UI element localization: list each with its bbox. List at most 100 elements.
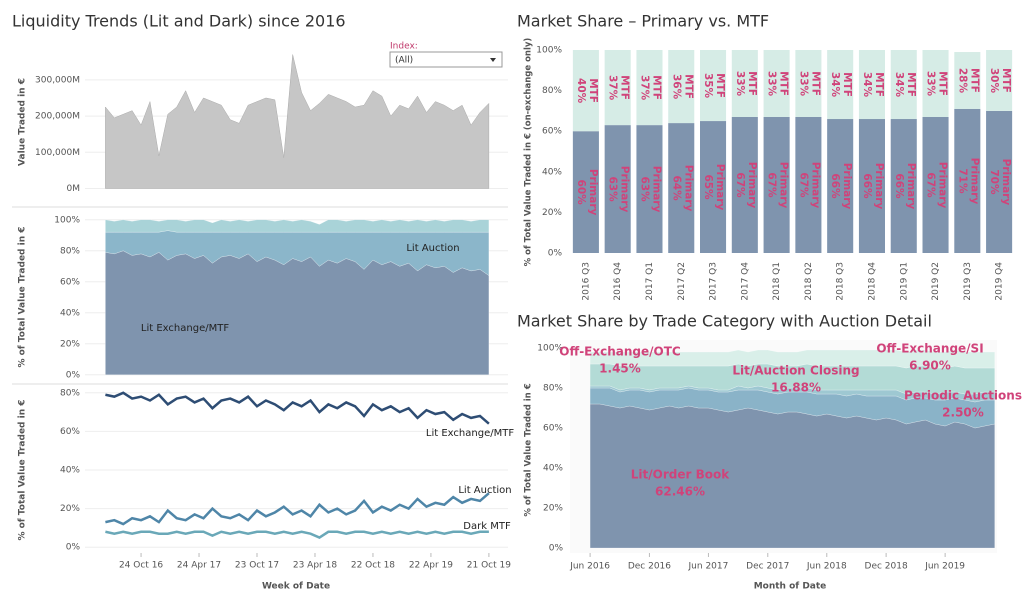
bar-segment — [922, 50, 949, 117]
annotation-name: Lit/Auction Closing — [732, 364, 859, 378]
bar-value-label: 65% — [702, 174, 714, 200]
bar-segment — [636, 125, 663, 253]
x-tick-label: 2017 Q2 — [677, 262, 687, 301]
bar-value-label: 28% — [956, 68, 968, 94]
y-tick-label: 0M — [67, 184, 81, 194]
y-tick-label: 20% — [60, 504, 80, 514]
bar-series-label: MTF — [937, 71, 949, 96]
bar-segment — [922, 116, 949, 254]
bar-segment — [795, 50, 822, 117]
x-tick-label: 2016 Q3 — [581, 262, 591, 301]
bar-series-label: MTF — [1000, 68, 1012, 93]
bar-series-label: MTF — [682, 74, 694, 99]
series-label: Lit Exchange/MTF — [141, 323, 229, 334]
bar-value-label: 37% — [638, 75, 650, 101]
y-tick-label: 80% — [542, 86, 562, 96]
area-band — [589, 349, 995, 369]
bar-series-label: Primary — [905, 163, 917, 210]
y-tick-label: 40% — [543, 464, 563, 474]
volume-area — [105, 54, 490, 189]
y-tick-label: 60% — [542, 127, 562, 137]
bar-segment — [731, 116, 758, 254]
bar-series-label: MTF — [841, 72, 853, 97]
series-label: Lit Auction — [406, 243, 459, 254]
chart-title: Liquidity Trends (Lit and Dark) since 20… — [12, 12, 346, 31]
y-tick-label: 0% — [66, 543, 81, 553]
x-tick-label: 2019 Q3 — [963, 262, 973, 301]
y-axis-label: % of Total Value Traded in € — [18, 399, 28, 540]
bar-value-label: 66% — [829, 173, 841, 199]
bar-value-label: 33% — [766, 71, 778, 97]
bar-series-label: Primary — [714, 164, 726, 211]
bar-segment — [572, 50, 599, 132]
x-tick-label: Dec 2018 — [865, 562, 908, 572]
x-tick-label: 24 Oct 16 — [119, 561, 163, 571]
x-tick-label: Jun 2019 — [924, 562, 965, 572]
annotation-value: 62.46% — [655, 485, 705, 499]
bar-segment — [986, 110, 1013, 254]
x-tick-label: 21 Oct 19 — [467, 561, 511, 571]
x-tick-label: Dec 2017 — [746, 562, 789, 572]
y-axis-label: % of Total Value Traded in € (on-exchang… — [524, 38, 534, 267]
bar-segment — [890, 119, 917, 254]
bar-value-label: 70% — [988, 169, 1000, 195]
y-tick-label: 20% — [60, 339, 80, 349]
bar-segment — [700, 121, 727, 253]
x-tick-label: Jun 2018 — [806, 562, 847, 572]
bar-segment — [636, 50, 663, 126]
bar-value-label: 67% — [925, 172, 937, 198]
y-tick-label: 100% — [536, 46, 562, 56]
annotation-name: Off-Exchange/OTC — [559, 345, 681, 359]
filter-value: (All) — [395, 56, 413, 66]
bar-value-label: 60% — [575, 180, 587, 206]
bar-series-label: Primary — [746, 162, 758, 209]
filter-dropdown[interactable] — [389, 51, 503, 68]
bar-segment — [668, 123, 695, 253]
series-label: Dark MTF — [463, 521, 511, 532]
y-tick-label: 60% — [60, 427, 80, 437]
bar-series-label: Primary — [809, 162, 821, 209]
bar-segment — [763, 50, 790, 117]
series-line — [105, 391, 490, 425]
bar-segment — [827, 119, 854, 254]
bar-segment — [858, 50, 885, 120]
bar-value-label: 40% — [575, 78, 587, 104]
bar-series-label: MTF — [809, 71, 821, 96]
y-tick-label: 40% — [542, 167, 562, 177]
bar-segment — [700, 50, 727, 122]
bar-value-label: 30% — [988, 68, 1000, 94]
x-tick-label: 22 Oct 18 — [351, 561, 395, 571]
bar-value-label: 67% — [797, 172, 809, 198]
annotation-name: Periodic Auctions — [904, 389, 1022, 403]
bar-series-label: MTF — [873, 72, 885, 97]
x-tick-label: Jun 2016 — [569, 562, 610, 572]
bar-series-label: MTF — [746, 71, 758, 96]
bar-value-label: 67% — [766, 172, 778, 198]
y-tick-label: 0% — [548, 249, 563, 259]
bar-segment — [986, 50, 1013, 111]
bar-series-label: Primary — [873, 163, 885, 210]
y-tick-label: 60% — [60, 277, 80, 287]
y-axis-label: % of Total Value Traded in € — [524, 383, 534, 516]
chart-title: Market Share – Primary vs. MTF — [517, 12, 769, 31]
bar-value-label: 33% — [797, 71, 809, 97]
bar-segment — [827, 50, 854, 120]
bar-segment — [572, 131, 599, 253]
bar-segment — [604, 50, 631, 126]
area-band — [105, 219, 490, 233]
bar-series-label: MTF — [778, 71, 790, 96]
y-tick-label: 100% — [54, 215, 80, 225]
bar-value-label: 63% — [638, 176, 650, 202]
y-tick-label: 80% — [60, 246, 80, 256]
bar-segment — [858, 119, 885, 254]
bar-segment — [604, 125, 631, 253]
bar-value-label: 36% — [670, 74, 682, 100]
series-line — [105, 492, 490, 526]
bar-segment — [795, 116, 822, 254]
x-tick-label: 2016 Q4 — [613, 262, 623, 301]
chart-title: Market Share by Trade Category with Auct… — [517, 312, 932, 331]
y-tick-label: 20% — [543, 504, 563, 514]
x-tick-label: 2017 Q3 — [709, 262, 719, 301]
x-tick-label: 2018 Q3 — [836, 262, 846, 301]
